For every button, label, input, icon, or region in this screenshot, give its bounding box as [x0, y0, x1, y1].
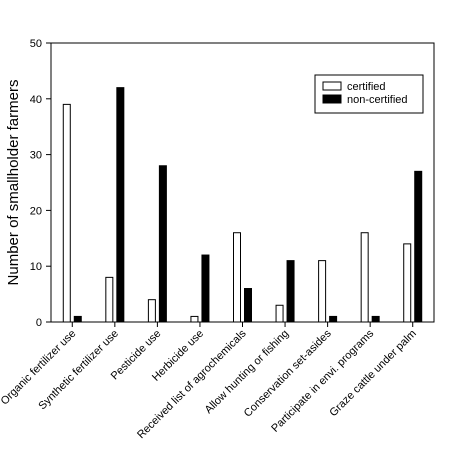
x-category-label: Allow hunting or fishing	[203, 328, 291, 416]
bar-certified	[403, 243, 412, 323]
legend: certified non-certified	[314, 74, 424, 114]
bar-non-certified	[371, 315, 380, 323]
x-category-label: Organic fertilizer use	[0, 328, 78, 408]
bar-certified	[190, 315, 199, 323]
plot-frame	[50, 42, 435, 323]
legend-box	[314, 74, 424, 114]
legend-swatch-certified	[322, 81, 342, 91]
bar-non-certified	[201, 254, 210, 323]
y-axis-ticks: 0 10 20 30 40 50	[30, 38, 51, 329]
y-tick-label: 20	[30, 205, 42, 217]
bar-non-certified	[73, 315, 82, 323]
bar-non-certified	[244, 288, 252, 323]
bar-certified	[275, 304, 284, 323]
bar-non-certified	[116, 87, 125, 323]
bar-certified	[360, 232, 369, 323]
legend-swatch-non-certified	[322, 94, 342, 104]
legend-label-certified: certified	[347, 81, 386, 93]
y-axis-title: Number of smallholder farmers	[5, 80, 22, 286]
bar-certified	[318, 260, 327, 323]
y-tick-label: 50	[30, 38, 42, 50]
y-tick-label: 30	[30, 150, 42, 162]
x-category-label: Conservation set-asides	[242, 327, 334, 419]
bar-non-certified	[414, 170, 423, 323]
bar-non-certified	[286, 260, 295, 323]
y-tick-label: 40	[30, 94, 42, 106]
bar-certified	[233, 232, 241, 323]
legend-label-non-certified: non-certified	[347, 94, 408, 106]
x-category-label: Synthetic fertilizer use	[36, 328, 121, 413]
bar-certified	[105, 276, 114, 323]
bar-certified	[62, 103, 71, 323]
x-category-label: Graze cattle under palm	[327, 328, 418, 419]
bar-certified	[147, 299, 156, 323]
y-tick-label: 0	[36, 317, 42, 329]
bar-non-certified	[158, 165, 167, 323]
bar-non-certified	[329, 315, 338, 323]
y-tick-label: 10	[30, 261, 42, 273]
bars	[62, 87, 423, 323]
